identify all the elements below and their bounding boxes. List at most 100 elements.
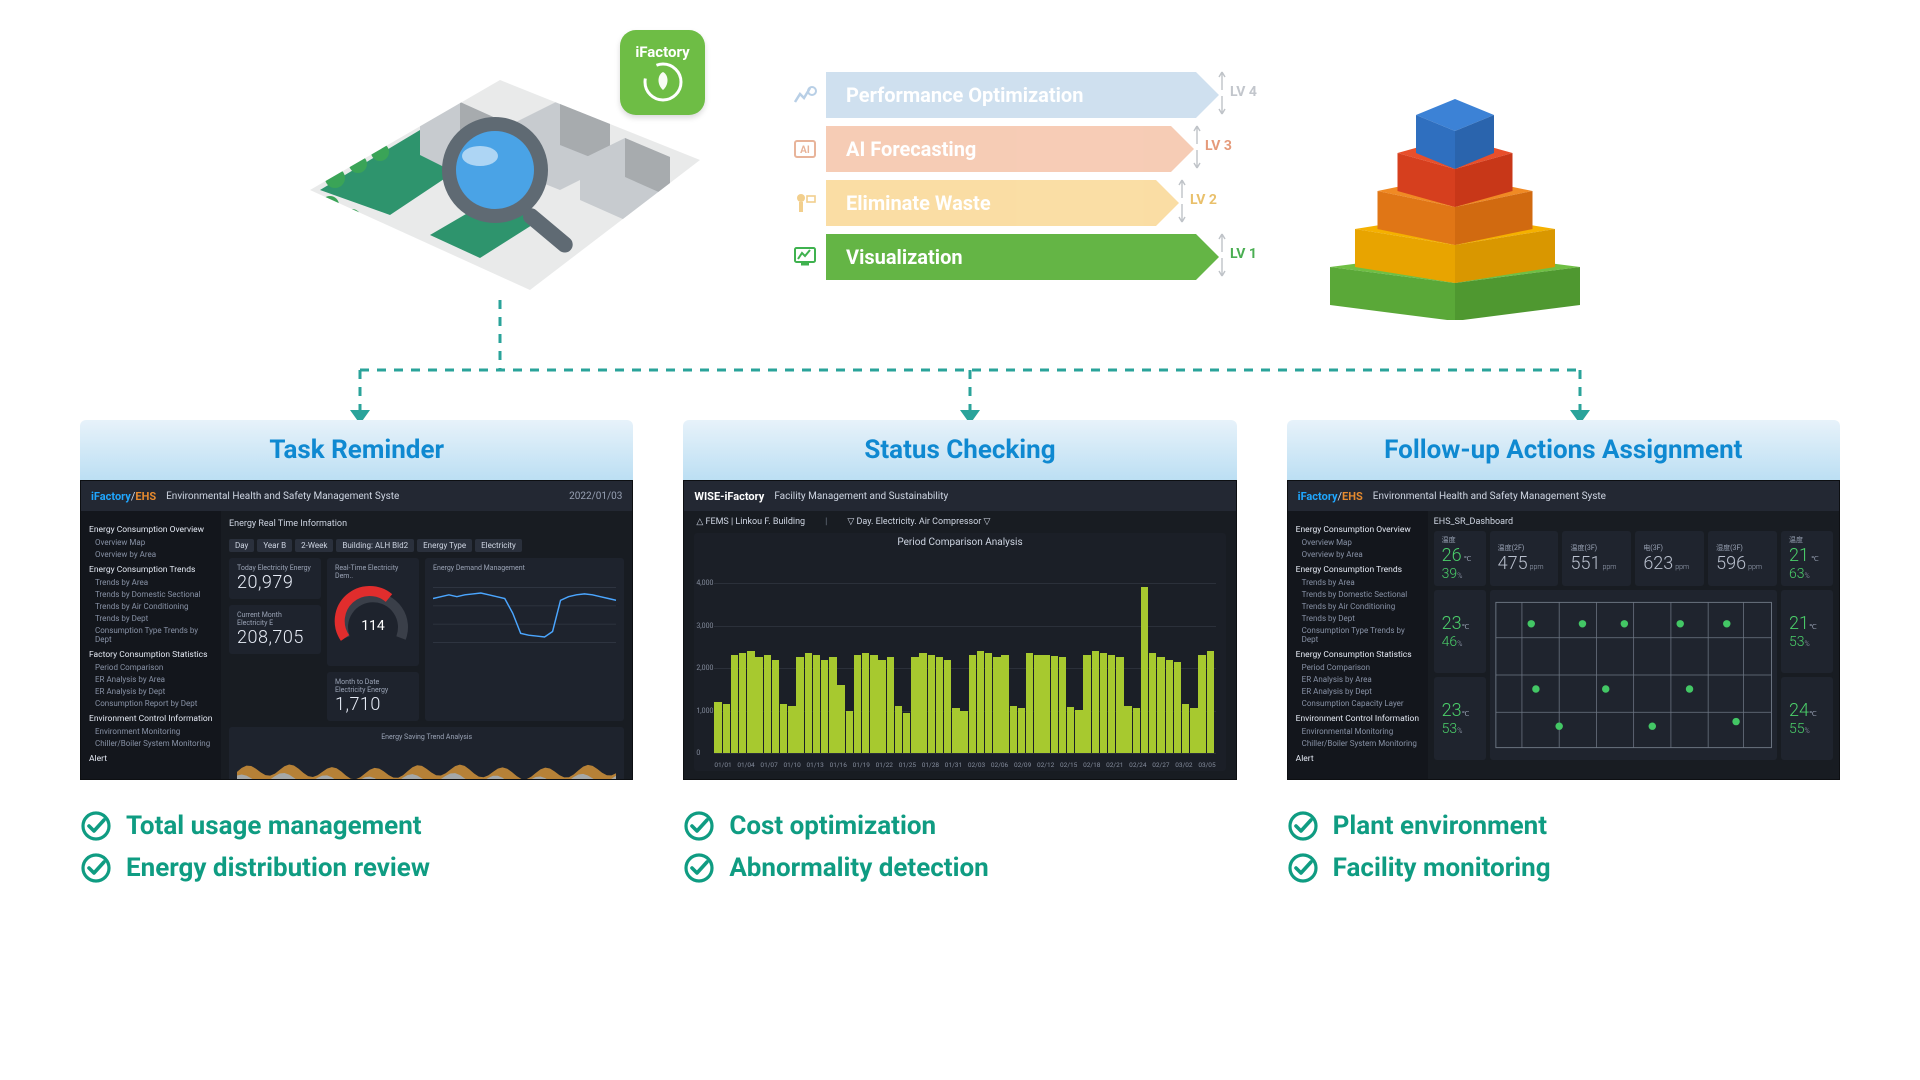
env-tile: 电(3F) 623ppm bbox=[1635, 531, 1704, 586]
select-pill[interactable]: Day bbox=[229, 539, 254, 552]
env-tile: 23℃46% bbox=[1434, 590, 1486, 673]
sidebar-item[interactable]: Environment Monitoring bbox=[95, 727, 213, 736]
sidebar-item[interactable]: Chiller/Boiler System Monitoring bbox=[1302, 739, 1420, 748]
sidebar-group: Energy Consumption Trends bbox=[1296, 565, 1420, 575]
sidebar-group: Alert bbox=[1296, 754, 1420, 764]
check-circle-icon bbox=[683, 852, 715, 884]
sidebar-item[interactable]: ER Analysis by Dept bbox=[1302, 687, 1420, 696]
maturity-label: AI Forecasting bbox=[846, 137, 976, 161]
top-region: iFactory Performance Optimization LV 4 AI A… bbox=[0, 30, 1920, 320]
pyramid-illustration bbox=[1320, 65, 1590, 320]
sidebar-item[interactable]: Overview Map bbox=[95, 538, 213, 547]
maturity-arrow: Performance Optimization bbox=[826, 72, 1196, 118]
ifactory-badge: iFactory bbox=[620, 30, 705, 115]
select-pill[interactable]: Year B bbox=[257, 539, 292, 552]
sidebar-item[interactable]: Consumption Type Trends by Dept bbox=[1302, 626, 1420, 644]
bullet-item: Plant environment bbox=[1287, 810, 1840, 842]
panel-selects: DayYear B2-WeekBuilding: ALH Bld2Energy … bbox=[229, 533, 624, 552]
sidebar-item[interactable]: ER Analysis by Area bbox=[1302, 675, 1420, 684]
bullet-list: Cost optimization Abnormality detection bbox=[683, 810, 1236, 884]
floorplan bbox=[1490, 590, 1777, 760]
sidebar-item[interactable]: Consumption Type Trends by Dept bbox=[95, 626, 213, 644]
sidebar-group: Environment Control Information bbox=[1296, 714, 1420, 724]
panel-title: EHS_SR_Dashboard bbox=[1434, 517, 1833, 527]
select-pill[interactable]: Electricity bbox=[475, 539, 522, 552]
bullet-item: Abnormality detection bbox=[683, 852, 1236, 884]
select-pill[interactable]: 2-Week bbox=[295, 539, 333, 552]
maturity-arrow: Visualization bbox=[826, 234, 1196, 280]
sidebar-item[interactable]: Consumption Capacity Layer bbox=[1302, 699, 1420, 708]
tile-row: 温度 26℃ 39% 温度(2F) 475ppm 温度(3F) 551ppm 电… bbox=[1434, 531, 1833, 586]
bullet-text: Plant environment bbox=[1333, 811, 1547, 841]
gauge-tile: Real-Time Electricity Dem.. 114 bbox=[327, 558, 419, 666]
maturity-icon bbox=[790, 188, 820, 218]
bullet-list: Plant environment Facility monitoring bbox=[1287, 810, 1840, 884]
select-pill[interactable]: Building: ALH Bld2 bbox=[336, 539, 414, 552]
shot-topbar: iFactory/EHS Environmental Health and Sa… bbox=[81, 481, 632, 511]
bullet-text: Cost optimization bbox=[729, 811, 936, 841]
sidebar-item[interactable]: Period Comparison bbox=[95, 663, 213, 672]
panel-title: Period Comparison Analysis bbox=[694, 533, 1225, 548]
sidebar-item[interactable]: Trends by Domestic Sectional bbox=[1302, 590, 1420, 599]
ifactory-badge-label: iFactory bbox=[635, 43, 689, 61]
crumb-right[interactable]: ▽ Day. Electricity. Air Compressor ▽ bbox=[847, 517, 990, 527]
svg-text:AI: AI bbox=[800, 145, 810, 156]
sidebar-item[interactable]: Period Comparison bbox=[1302, 663, 1420, 672]
maturity-level-label: LV 4 bbox=[1230, 84, 1257, 100]
card-header: Status Checking bbox=[683, 420, 1236, 480]
line-chart: Energy Demand Management bbox=[425, 558, 624, 721]
check-circle-icon bbox=[1287, 810, 1319, 842]
check-circle-icon bbox=[1287, 852, 1319, 884]
shot-date: 2022/01/03 bbox=[569, 491, 622, 502]
env-tile: 温度 21℃ 63% bbox=[1781, 531, 1833, 586]
sidebar-item[interactable]: Trends by Dept bbox=[1302, 614, 1420, 623]
card-screenshot: WISE-iFactory Facility Management and Su… bbox=[683, 480, 1236, 780]
bullet-text: Energy distribution review bbox=[126, 853, 430, 883]
sidebar-group: Energy Consumption Statistics bbox=[1296, 650, 1420, 660]
card-header: Follow-up Actions Assignment bbox=[1287, 420, 1840, 480]
floor-row: 23℃46%23℃53% 21℃53%24℃55% bbox=[1434, 590, 1833, 760]
card-screenshot: iFactory/EHS Environmental Health and Sa… bbox=[80, 480, 633, 780]
shot-sidebar: Energy Consumption OverviewOverview MapO… bbox=[81, 511, 221, 779]
sidebar-item[interactable]: Trends by Area bbox=[95, 578, 213, 587]
sidebar-group: Energy Consumption Trends bbox=[89, 565, 213, 575]
shot-topbar: WISE-iFactory Facility Management and Su… bbox=[684, 481, 1235, 511]
bullet-text: Abnormality detection bbox=[729, 853, 988, 883]
maturity-row: VisualizationLV 1 bbox=[790, 232, 1300, 282]
shot-main: EHS_SR_Dashboard 温度 26℃ 39% 温度(2F) 475pp… bbox=[1428, 511, 1839, 779]
maturity-icon bbox=[790, 242, 820, 272]
sidebar-item[interactable]: ER Analysis by Area bbox=[95, 675, 213, 684]
sidebar-item[interactable]: Trends by Air Conditioning bbox=[1302, 602, 1420, 611]
env-tile: 温度 26℃ 39% bbox=[1434, 531, 1486, 586]
bullet-item: Facility monitoring bbox=[1287, 852, 1840, 884]
sidebar-item[interactable]: Environmental Monitoring bbox=[1302, 727, 1420, 736]
env-tile: 23℃53% bbox=[1434, 677, 1486, 760]
crumb-left[interactable]: △ FEMS | Linkou F. Building bbox=[696, 517, 805, 527]
shot-title: Facility Management and Sustainability bbox=[774, 491, 948, 502]
sidebar-item[interactable]: Trends by Air Conditioning bbox=[95, 602, 213, 611]
brand: iFactory/EHS bbox=[1298, 490, 1363, 503]
sidebar-item[interactable]: Overview by Area bbox=[95, 550, 213, 559]
sidebar-item[interactable]: Trends by Area bbox=[1302, 578, 1420, 587]
maturity-icon bbox=[790, 80, 820, 110]
card: Follow-up Actions Assignment iFactory/EH… bbox=[1287, 420, 1840, 894]
select-pill[interactable]: Energy Type bbox=[417, 539, 472, 552]
sidebar-item[interactable]: Overview Map bbox=[1302, 538, 1420, 547]
check-circle-icon bbox=[683, 810, 715, 842]
card: Status Checking WISE-iFactory Facility M… bbox=[683, 420, 1236, 894]
sidebar-item[interactable]: Trends by Domestic Sectional bbox=[95, 590, 213, 599]
env-tile: 湿度(3F) 596ppm bbox=[1708, 531, 1777, 586]
brand: iFactory/EHS bbox=[91, 490, 156, 503]
maturity-row: Eliminate WasteLV 2 bbox=[790, 178, 1300, 228]
sidebar-item[interactable]: Overview by Area bbox=[1302, 550, 1420, 559]
check-circle-icon bbox=[80, 810, 112, 842]
sidebar-item[interactable]: Consumption Report by Dept bbox=[95, 699, 213, 708]
env-tile: 温度(2F) 475ppm bbox=[1490, 531, 1559, 586]
shot-title: Environmental Health and Safety Manageme… bbox=[1373, 491, 1606, 502]
sidebar-item[interactable]: Chiller/Boiler System Monitoring bbox=[95, 739, 213, 748]
shot-topbar: iFactory/EHS Environmental Health and Sa… bbox=[1288, 481, 1839, 511]
sidebar-item[interactable]: Trends by Dept bbox=[95, 614, 213, 623]
sidebar-item[interactable]: ER Analysis by Dept bbox=[95, 687, 213, 696]
svg-text:114: 114 bbox=[361, 618, 385, 634]
cards-row: Task Reminder iFactory/EHS Environmental… bbox=[80, 420, 1840, 894]
